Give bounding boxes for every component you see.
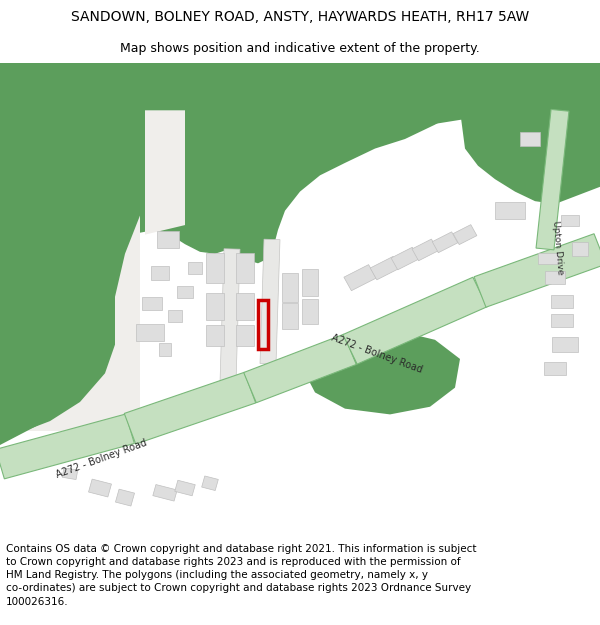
Polygon shape <box>220 249 240 383</box>
Polygon shape <box>305 330 460 414</box>
Bar <box>159 342 171 356</box>
Bar <box>282 273 298 301</box>
Bar <box>538 253 558 264</box>
Polygon shape <box>260 239 280 364</box>
Polygon shape <box>124 372 256 444</box>
Bar <box>302 269 318 296</box>
Bar <box>175 480 195 496</box>
Text: Map shows position and indicative extent of the property.: Map shows position and indicative extent… <box>120 42 480 54</box>
Bar <box>545 271 565 284</box>
Bar <box>282 302 298 329</box>
Bar <box>432 232 458 253</box>
Polygon shape <box>40 344 100 392</box>
Bar <box>177 286 193 298</box>
Bar <box>236 324 254 346</box>
Bar <box>551 314 573 328</box>
Bar <box>206 253 224 283</box>
Polygon shape <box>0 414 134 479</box>
Bar <box>551 295 573 308</box>
Bar <box>561 214 579 226</box>
Bar <box>202 476 218 491</box>
Polygon shape <box>0 120 140 431</box>
Bar <box>115 489 134 506</box>
Polygon shape <box>0 110 145 440</box>
Polygon shape <box>0 62 600 431</box>
Bar <box>302 299 318 324</box>
Polygon shape <box>536 109 569 250</box>
Bar <box>236 293 254 320</box>
Text: Contains OS data © Crown copyright and database right 2021. This information is : Contains OS data © Crown copyright and d… <box>6 544 476 606</box>
Text: A272 - Bolney Road: A272 - Bolney Road <box>55 438 149 481</box>
Bar <box>206 324 224 346</box>
Bar <box>552 337 578 352</box>
Polygon shape <box>178 110 460 263</box>
Bar <box>572 242 588 256</box>
Bar <box>520 132 540 146</box>
Bar <box>153 484 177 501</box>
Bar <box>151 266 169 280</box>
Bar <box>495 202 525 219</box>
Polygon shape <box>0 120 140 445</box>
Bar <box>62 468 78 479</box>
Bar <box>157 231 179 248</box>
Polygon shape <box>474 234 600 308</box>
Bar <box>188 262 202 274</box>
Text: SANDOWN, BOLNEY ROAD, ANSTY, HAYWARDS HEATH, RH17 5AW: SANDOWN, BOLNEY ROAD, ANSTY, HAYWARDS HE… <box>71 10 529 24</box>
Bar <box>236 253 254 283</box>
Bar <box>370 256 400 280</box>
Bar <box>544 362 566 375</box>
Bar <box>136 324 164 341</box>
Bar <box>142 297 162 310</box>
Bar <box>412 239 438 261</box>
Bar <box>89 479 112 497</box>
Text: Upton Drive: Upton Drive <box>551 220 565 275</box>
Polygon shape <box>460 110 600 204</box>
Bar <box>206 293 224 320</box>
Text: A272 - Bolney Road: A272 - Bolney Road <box>330 333 424 375</box>
Bar <box>453 224 477 244</box>
Polygon shape <box>244 334 356 402</box>
Polygon shape <box>145 110 185 234</box>
Bar <box>344 264 376 291</box>
Bar <box>391 248 419 270</box>
Bar <box>168 310 182 322</box>
Polygon shape <box>343 278 487 364</box>
